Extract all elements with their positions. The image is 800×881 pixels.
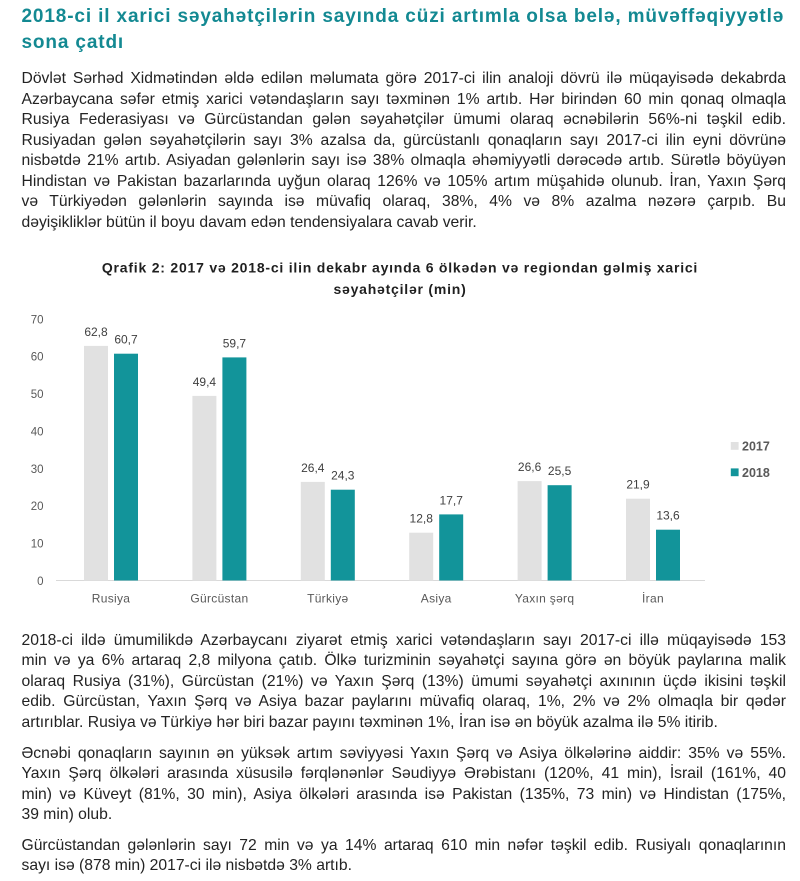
svg-text:Rusiya: Rusiya [92,592,131,606]
svg-text:Türkiyə: Türkiyə [307,592,348,606]
svg-text:Asiya: Asiya [421,592,452,606]
svg-text:50: 50 [31,389,44,401]
svg-text:26,4: 26,4 [301,461,325,475]
svg-text:13,6: 13,6 [656,509,680,523]
svg-text:30: 30 [31,464,44,476]
svg-text:59,7: 59,7 [223,336,247,350]
svg-text:40: 40 [31,426,44,438]
svg-text:səyahətçilər (min): səyahətçilər (min) [333,281,466,297]
svg-text:62,8: 62,8 [84,325,108,339]
svg-text:10: 10 [31,539,44,551]
svg-text:25,5: 25,5 [548,464,572,478]
svg-text:60,7: 60,7 [114,333,138,347]
svg-text:Yaxın şərq: Yaxın şərq [515,592,574,606]
svg-text:21,9: 21,9 [626,478,650,492]
svg-text:17,7: 17,7 [440,493,464,507]
svg-text:60: 60 [31,352,44,364]
svg-text:12,8: 12,8 [410,512,434,526]
svg-text:49,4: 49,4 [193,375,217,389]
svg-text:2017: 2017 [742,440,770,454]
svg-text:20: 20 [31,501,44,513]
svg-text:70: 70 [31,314,44,326]
svg-text:Qrafik 2: 2017 və 2018-ci ilin: Qrafik 2: 2017 və 2018-ci ilin dekabr ay… [102,259,698,275]
svg-text:İran: İran [642,592,664,606]
svg-text:0: 0 [37,576,43,588]
svg-text:Gürcüstan: Gürcüstan [190,592,248,606]
svg-text:26,6: 26,6 [518,460,542,474]
svg-text:24,3: 24,3 [331,469,355,483]
svg-text:2018: 2018 [742,466,770,480]
